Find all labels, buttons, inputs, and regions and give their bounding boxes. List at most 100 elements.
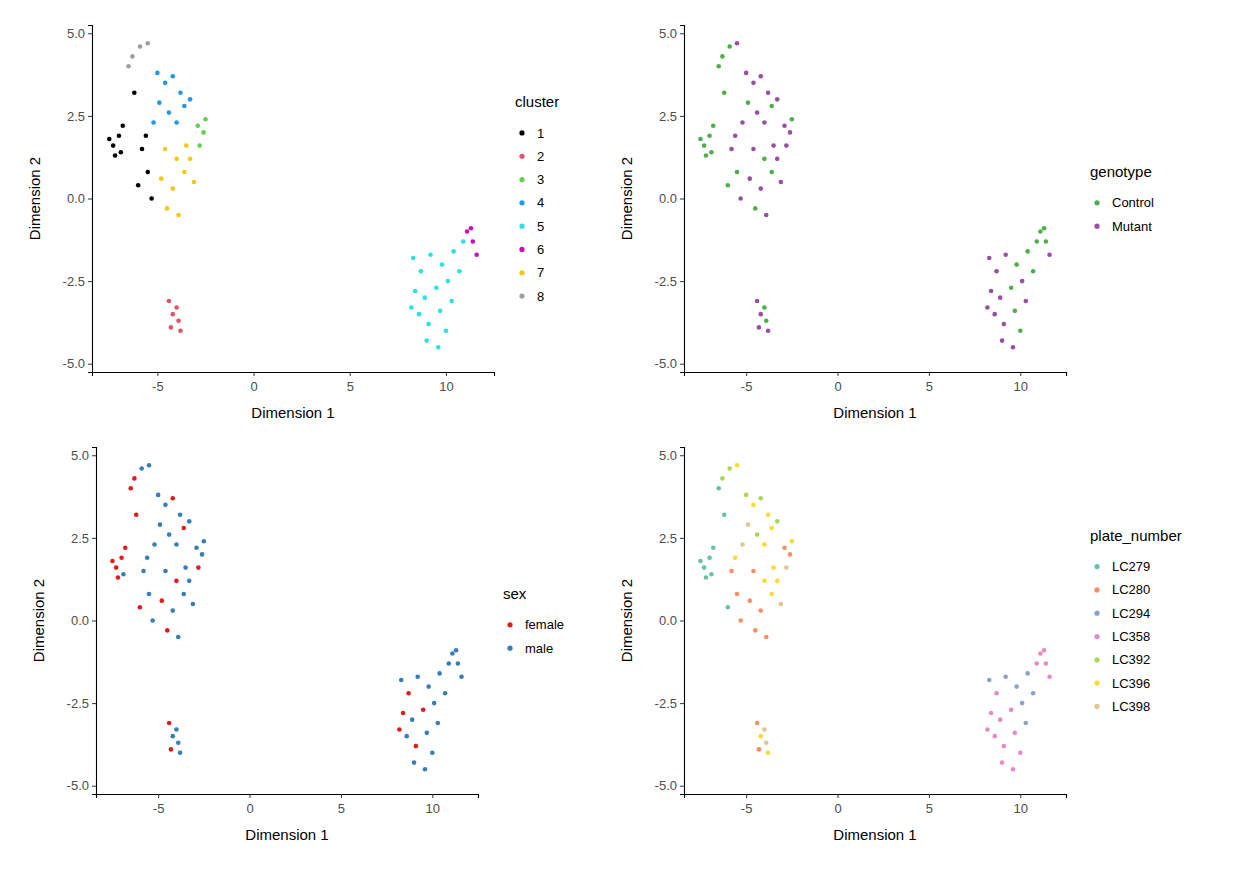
point [738, 196, 743, 201]
point [747, 598, 752, 603]
point [423, 767, 428, 772]
tick-label: 0.0 [71, 613, 89, 628]
legend-label: 8 [537, 289, 544, 304]
series [740, 522, 788, 745]
point [755, 299, 760, 304]
point [702, 143, 707, 148]
point [187, 579, 192, 584]
tick-label: 5.0 [659, 26, 677, 41]
tick-mark [680, 538, 684, 539]
legend-item: 7 [519, 265, 544, 280]
point [425, 731, 430, 736]
legend-key [1094, 704, 1099, 709]
point [775, 157, 780, 162]
point [156, 493, 161, 498]
points [698, 41, 1052, 350]
point [176, 740, 181, 745]
point [195, 123, 200, 128]
tick-label: 0 [834, 801, 841, 816]
tick-label: 5.0 [67, 26, 85, 41]
tick-mark [680, 116, 684, 117]
point [755, 721, 760, 726]
tick-mark [680, 621, 684, 622]
point [406, 691, 411, 696]
point [187, 519, 192, 524]
point [762, 579, 767, 584]
point [729, 569, 734, 574]
point [751, 569, 756, 574]
tick-mark [92, 538, 96, 539]
point [461, 239, 466, 244]
point [174, 727, 179, 732]
point [1011, 767, 1016, 772]
point [202, 539, 207, 544]
tick-label: 10 [1014, 379, 1028, 394]
point [775, 579, 780, 584]
point [197, 143, 202, 148]
point [1009, 285, 1014, 290]
point [755, 532, 760, 537]
legend-label: LC294 [1112, 606, 1150, 621]
tick-label: 2.5 [67, 109, 85, 124]
point [184, 143, 189, 148]
tick-mark [746, 794, 747, 798]
x-axis: -50510 [97, 794, 479, 816]
point [192, 180, 197, 185]
point [729, 147, 734, 152]
point [1031, 691, 1036, 696]
point [992, 734, 997, 739]
point [399, 678, 404, 683]
points [107, 41, 479, 350]
point [443, 691, 448, 696]
point [1020, 701, 1025, 706]
point [144, 133, 149, 138]
legend-key [519, 177, 524, 182]
point [1009, 707, 1014, 712]
point [110, 559, 115, 564]
legend-key [1094, 224, 1099, 229]
point [114, 565, 119, 570]
point [746, 100, 751, 105]
figure: -50510-5.0-2.50.02.55.0Dimension 1Dimens… [0, 0, 1248, 873]
point [753, 206, 758, 211]
tick-mark [838, 372, 839, 376]
point [762, 727, 767, 732]
legend-key [519, 224, 524, 229]
tick-mark [92, 621, 96, 622]
point [775, 97, 780, 102]
point [735, 463, 740, 468]
legend-title: sex [503, 585, 527, 602]
y-axis-title: Dimension 2 [618, 157, 635, 240]
tick-label: 0 [834, 379, 841, 394]
point [722, 90, 727, 95]
tick: 5 [926, 372, 933, 394]
series [729, 545, 792, 751]
point [178, 90, 183, 95]
y-axis-title: Dimension 2 [30, 579, 47, 662]
point [1020, 279, 1025, 284]
point [412, 760, 417, 765]
point [788, 130, 793, 135]
point [727, 466, 732, 471]
point [1042, 648, 1047, 653]
point [167, 532, 172, 537]
point [169, 325, 174, 330]
point [764, 740, 769, 745]
tick: 2.5 [71, 531, 96, 546]
point [1031, 269, 1036, 274]
panel: -50510-5.0-2.50.02.55.0Dimension 1Dimens… [618, 26, 1154, 422]
point [404, 734, 409, 739]
point [769, 170, 774, 175]
point [790, 117, 795, 122]
tick-mark [92, 786, 96, 787]
point [757, 747, 762, 752]
point [758, 186, 763, 191]
point [170, 186, 175, 191]
point [766, 90, 771, 95]
tick: 2.5 [659, 531, 684, 546]
point [465, 229, 470, 234]
point [744, 71, 749, 76]
point [141, 569, 146, 574]
point [766, 328, 771, 333]
point [1003, 252, 1008, 257]
